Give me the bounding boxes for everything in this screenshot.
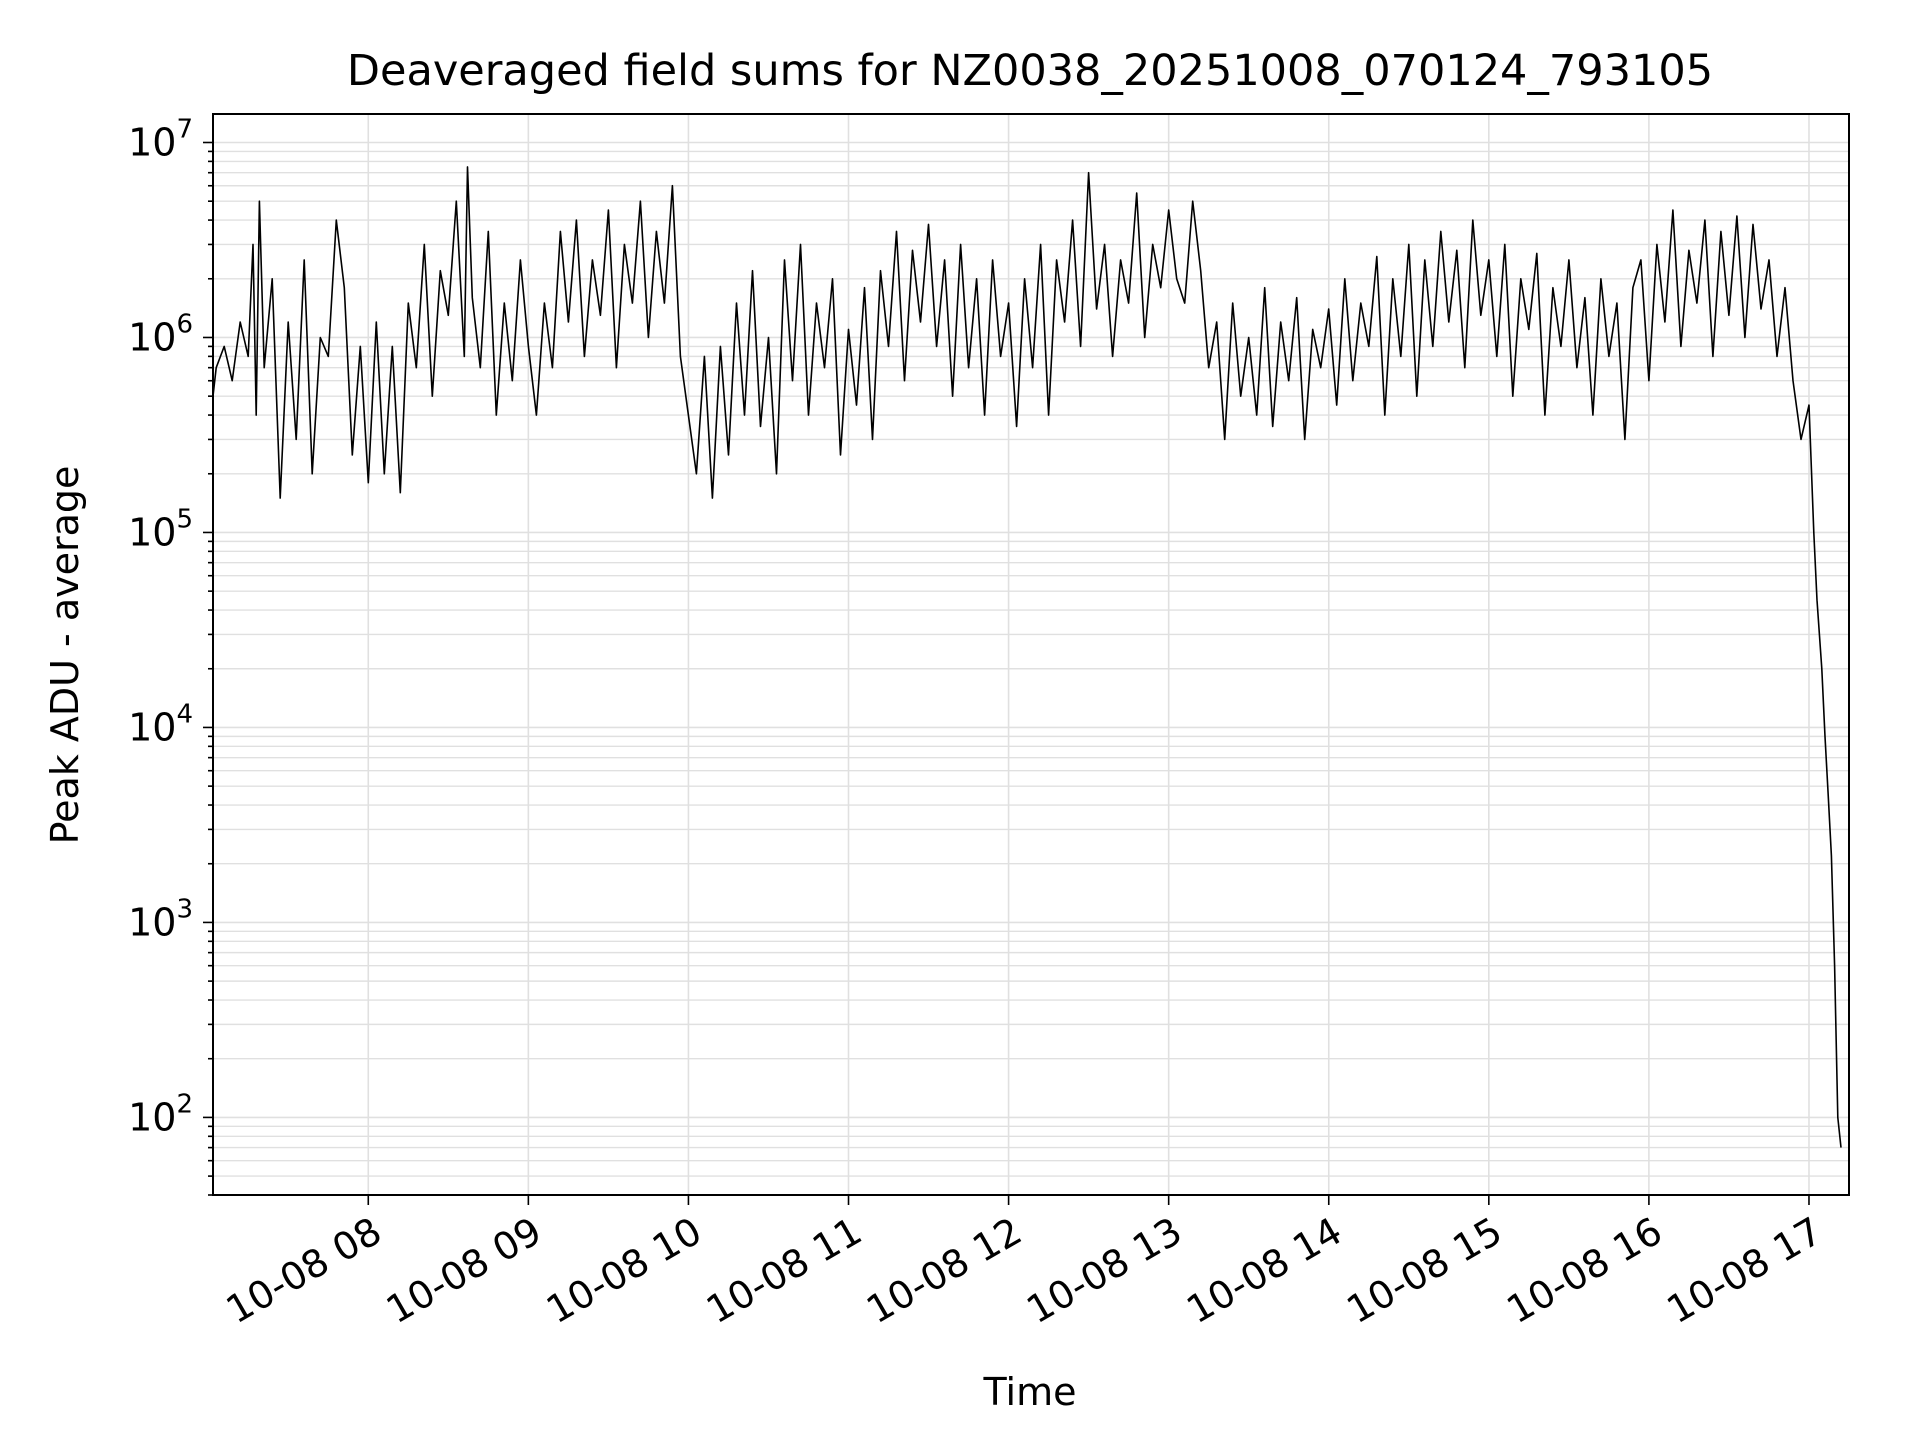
y-axis-label: Peak ADU - average [43, 466, 87, 845]
y-tick-exponent: 7 [176, 114, 193, 144]
y-tick-label: 102 [128, 1089, 193, 1139]
y-tick-base: 10 [128, 705, 176, 749]
x-axis-label: Time [983, 1370, 1077, 1414]
y-tick-exponent: 5 [176, 504, 193, 534]
series-line [212, 166, 1842, 1148]
y-tick-exponent: 3 [176, 894, 193, 924]
y-tick-label: 103 [128, 894, 193, 944]
y-tick-label: 106 [128, 309, 193, 359]
chart-title: Deaveraged field sums for NZ0038_2025100… [347, 46, 1713, 96]
grid-lines [213, 114, 1849, 1196]
y-tick-base: 10 [128, 900, 176, 944]
y-tick-label: 104 [128, 699, 193, 749]
y-tick-base: 10 [128, 315, 176, 359]
y-tick-exponent: 2 [176, 1089, 193, 1119]
y-tick-label: 107 [128, 114, 193, 164]
plot-frame [212, 113, 1850, 1196]
y-tick-exponent: 4 [176, 699, 193, 729]
y-tick-base: 10 [128, 1095, 176, 1139]
y-tick-base: 10 [128, 120, 176, 164]
y-tick-base: 10 [128, 510, 176, 554]
y-tick-exponent: 6 [176, 309, 193, 339]
y-tick-label: 105 [128, 504, 193, 554]
